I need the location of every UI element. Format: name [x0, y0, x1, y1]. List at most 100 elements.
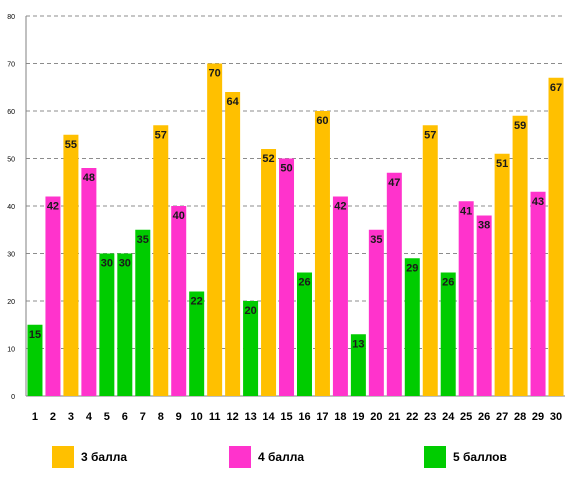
bar [494, 153, 510, 396]
x-tick-label: 28 [514, 411, 526, 423]
x-axis-ticks: 1 2 3 4 5 6 7 8 9 10 11 12 13 14 15 16 17 18 19 20 21 22 23 24 2… [32, 411, 562, 423]
bar [45, 196, 61, 396]
data-label: 55 [65, 139, 77, 151]
legend-label-3: 3 балла [81, 450, 128, 464]
bar [117, 253, 133, 396]
data-label: 59 [514, 120, 526, 132]
bar [261, 149, 277, 396]
bar [350, 334, 366, 396]
bar [422, 125, 438, 396]
data-label: 29 [406, 262, 418, 274]
y-tick-label: 50 [7, 157, 15, 164]
x-tick-label: 12 [226, 411, 238, 423]
data-label: 70 [209, 68, 221, 80]
data-label: 51 [496, 158, 508, 170]
bar [27, 324, 43, 396]
bar [458, 201, 474, 396]
legend-swatch-5 [424, 446, 446, 468]
x-tick-label: 18 [334, 411, 346, 423]
bar [548, 77, 564, 396]
data-label: 38 [478, 220, 490, 232]
y-axis-ticks: 0 10 20 30 40 50 60 70 80 [7, 14, 15, 401]
x-tick-label: 1 [32, 411, 38, 423]
legend-item-4: 4 балла [229, 446, 304, 468]
bar [171, 206, 187, 396]
data-label: 60 [316, 115, 328, 127]
x-tick-label: 30 [550, 411, 562, 423]
bar [512, 115, 528, 396]
x-tick-label: 19 [352, 411, 364, 423]
x-tick-label: 3 [68, 411, 74, 423]
data-label: 35 [137, 234, 149, 246]
legend-label-5: 5 баллов [453, 450, 507, 464]
x-tick-label: 9 [176, 411, 182, 423]
legend-item-5: 5 баллов [424, 446, 507, 468]
bar [332, 196, 348, 396]
x-tick-label: 21 [388, 411, 400, 423]
bar [314, 111, 330, 396]
bar [386, 172, 402, 396]
bar [81, 168, 97, 396]
gridlines [26, 15, 565, 349]
data-label: 35 [370, 234, 382, 246]
y-tick-label: 20 [7, 299, 15, 306]
bar [63, 134, 79, 396]
data-label: 30 [119, 258, 131, 270]
y-tick-label: 40 [7, 204, 15, 211]
data-label: 57 [424, 129, 436, 141]
x-tick-label: 23 [424, 411, 436, 423]
y-tick-label: 70 [7, 62, 15, 69]
data-label: 42 [334, 201, 346, 213]
bar [530, 191, 546, 396]
bar [368, 229, 384, 396]
legend-swatch-3 [52, 446, 74, 468]
y-tick-label: 60 [7, 109, 15, 116]
x-tick-label: 16 [298, 411, 310, 423]
data-label: 64 [226, 96, 239, 108]
data-label: 26 [442, 277, 454, 289]
data-label: 50 [280, 163, 292, 175]
data-label: 57 [155, 129, 167, 141]
y-tick-label: 80 [7, 14, 15, 21]
x-tick-label: 24 [442, 411, 455, 423]
data-label: 20 [244, 305, 256, 317]
x-tick-label: 7 [140, 411, 146, 423]
x-tick-label: 20 [370, 411, 382, 423]
data-label: 26 [298, 277, 310, 289]
bar [135, 229, 151, 396]
bars [27, 63, 564, 396]
data-label: 48 [83, 172, 95, 184]
legend-label-4: 4 балла [258, 450, 305, 464]
x-tick-label: 5 [104, 411, 110, 423]
legend-item-3: 3 балла [52, 446, 127, 468]
x-tick-label: 6 [122, 411, 128, 423]
bar [279, 158, 295, 396]
data-label: 13 [352, 338, 364, 350]
legend-swatch-4 [229, 446, 251, 468]
bar [243, 301, 259, 396]
x-tick-label: 8 [158, 411, 164, 423]
data-label: 30 [101, 258, 113, 270]
y-tick-label: 30 [7, 252, 15, 259]
bar [296, 272, 312, 396]
bar [99, 253, 115, 396]
bar [207, 63, 223, 396]
x-tick-label: 22 [406, 411, 418, 423]
x-tick-label: 17 [316, 411, 328, 423]
x-tick-label: 15 [280, 411, 292, 423]
data-labels: 15 42 55 48 30 30 35 57 40 22 70 64 20 52 50 26 60 42 13 35… [29, 68, 562, 351]
bar [440, 272, 456, 396]
bar [404, 258, 420, 396]
x-tick-label: 4 [86, 411, 93, 423]
data-label: 22 [191, 296, 203, 308]
x-tick-label: 25 [460, 411, 472, 423]
y-tick-label: 0 [11, 394, 15, 401]
bar [189, 291, 205, 396]
data-label: 47 [388, 177, 400, 189]
data-label: 43 [532, 196, 544, 208]
x-tick-label: 27 [496, 411, 508, 423]
data-label: 40 [173, 210, 185, 222]
y-tick-label: 10 [7, 347, 15, 354]
x-tick-label: 10 [191, 411, 203, 423]
